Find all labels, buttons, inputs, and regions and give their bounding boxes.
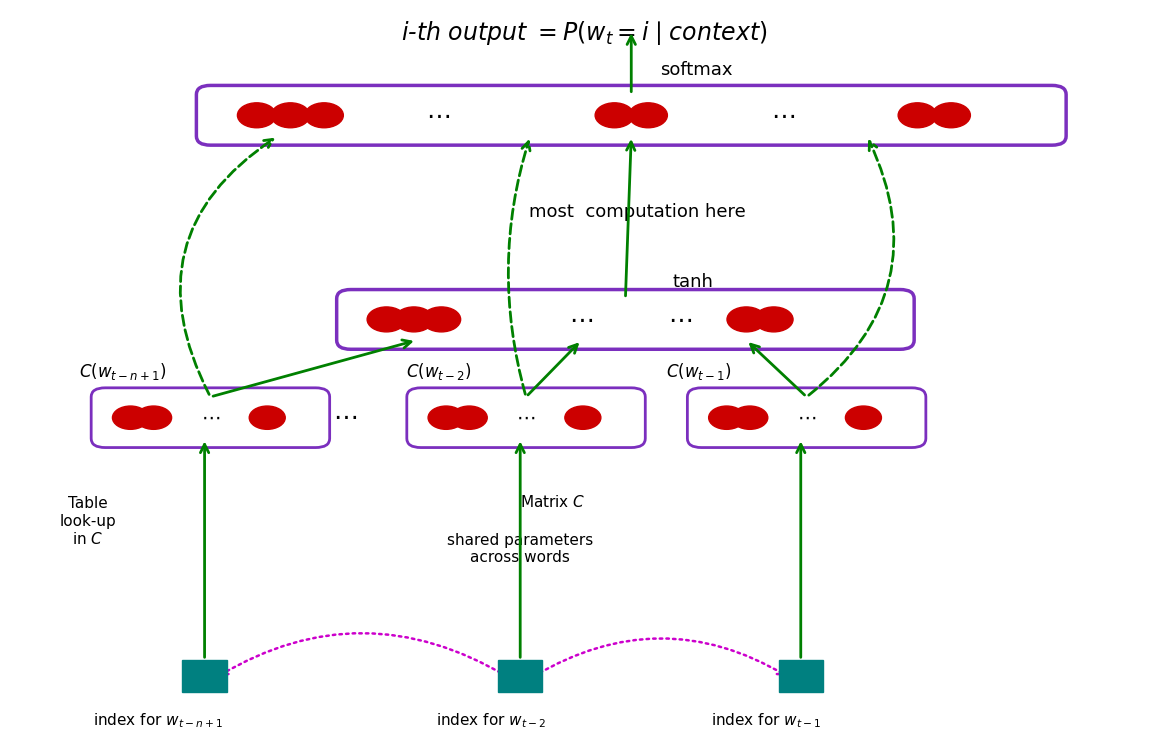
FancyBboxPatch shape bbox=[196, 85, 1066, 145]
Circle shape bbox=[136, 406, 172, 429]
Text: $\cdots$: $\cdots$ bbox=[797, 408, 816, 427]
Text: most  computation here: most computation here bbox=[528, 203, 746, 221]
Text: $\cdots$: $\cdots$ bbox=[569, 308, 594, 331]
Circle shape bbox=[629, 103, 667, 128]
Text: index for $w_{t-1}$: index for $w_{t-1}$ bbox=[711, 711, 821, 730]
Text: $C(w_{t-n+1})$: $C(w_{t-n+1})$ bbox=[79, 361, 166, 382]
Text: $\cdots$: $\cdots$ bbox=[333, 404, 357, 428]
FancyArrowPatch shape bbox=[180, 139, 272, 395]
Circle shape bbox=[451, 406, 487, 429]
Circle shape bbox=[845, 406, 881, 429]
Circle shape bbox=[932, 103, 970, 128]
FancyBboxPatch shape bbox=[337, 290, 914, 349]
FancyBboxPatch shape bbox=[91, 388, 330, 448]
Text: $\cdots$: $\cdots$ bbox=[669, 308, 692, 331]
Text: $C(w_{t-2})$: $C(w_{t-2})$ bbox=[406, 361, 471, 382]
FancyArrowPatch shape bbox=[534, 638, 784, 676]
FancyBboxPatch shape bbox=[407, 388, 645, 448]
Circle shape bbox=[367, 307, 406, 332]
FancyArrowPatch shape bbox=[221, 634, 506, 676]
Text: shared parameters
across words: shared parameters across words bbox=[447, 533, 594, 565]
Circle shape bbox=[898, 103, 936, 128]
Text: $\cdots$: $\cdots$ bbox=[770, 104, 795, 127]
Circle shape bbox=[708, 406, 745, 429]
Circle shape bbox=[395, 307, 434, 332]
Circle shape bbox=[249, 406, 285, 429]
FancyArrowPatch shape bbox=[809, 141, 894, 395]
FancyBboxPatch shape bbox=[779, 660, 823, 692]
FancyBboxPatch shape bbox=[182, 660, 227, 692]
Circle shape bbox=[754, 307, 793, 332]
Text: softmax: softmax bbox=[660, 61, 733, 79]
Text: tanh: tanh bbox=[672, 273, 713, 291]
Circle shape bbox=[271, 103, 310, 128]
Text: $\cdots$: $\cdots$ bbox=[426, 104, 450, 127]
Circle shape bbox=[112, 406, 148, 429]
Circle shape bbox=[305, 103, 344, 128]
Text: Matrix $C$: Matrix $C$ bbox=[520, 494, 586, 510]
Text: Table
look-up
in $C$: Table look-up in $C$ bbox=[60, 496, 116, 547]
Text: $\cdots$: $\cdots$ bbox=[517, 408, 535, 427]
FancyBboxPatch shape bbox=[498, 660, 542, 692]
Circle shape bbox=[422, 307, 461, 332]
Text: $\cdots$: $\cdots$ bbox=[201, 408, 220, 427]
Text: index for $w_{t-n+1}$: index for $w_{t-n+1}$ bbox=[92, 711, 223, 730]
Circle shape bbox=[595, 103, 634, 128]
Circle shape bbox=[732, 406, 768, 429]
Circle shape bbox=[565, 406, 601, 429]
Circle shape bbox=[428, 406, 464, 429]
FancyBboxPatch shape bbox=[687, 388, 926, 448]
Text: $i$-th output $= P(w_t = i \mid \mathit{context})$: $i$-th output $= P(w_t = i \mid \mathit{… bbox=[401, 19, 768, 47]
Text: index for $w_{t-2}$: index for $w_{t-2}$ bbox=[436, 711, 546, 730]
FancyArrowPatch shape bbox=[509, 141, 530, 394]
Circle shape bbox=[237, 103, 276, 128]
Circle shape bbox=[727, 307, 766, 332]
Text: $C(w_{t-1})$: $C(w_{t-1})$ bbox=[666, 361, 732, 382]
